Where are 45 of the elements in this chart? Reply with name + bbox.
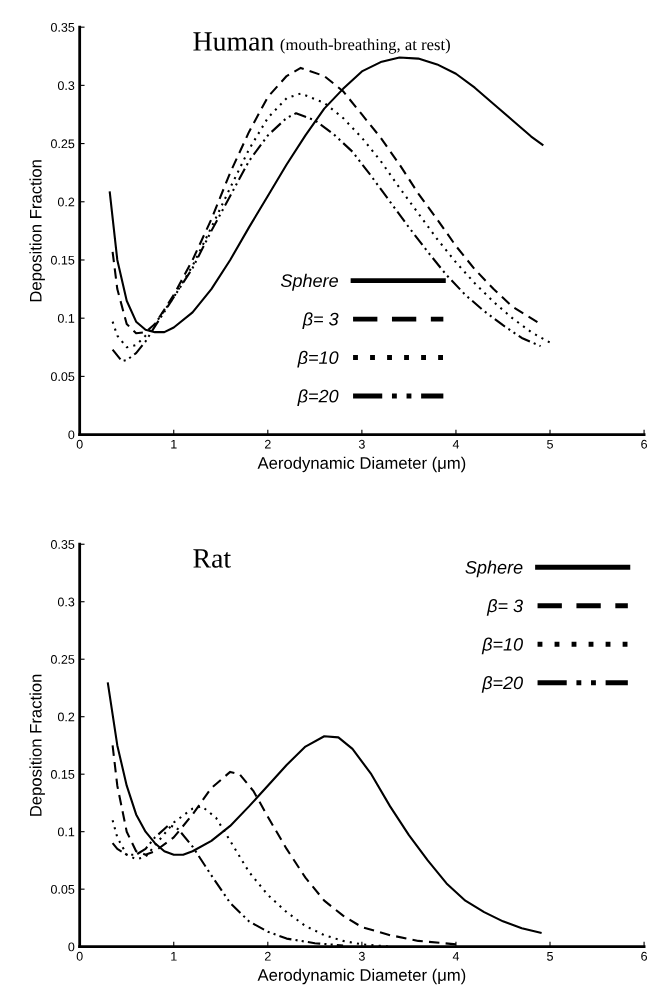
x-tick-label: 5 [547, 439, 553, 449]
y-tick-label: 0.25 [50, 655, 75, 664]
x-tick-label: 4 [452, 951, 460, 961]
y-tick-label: 0.25 [50, 139, 75, 149]
y-tick-label: 0.2 [57, 712, 75, 722]
x-tick-label: 6 [641, 951, 648, 961]
y-tick-label: 0.15 [50, 255, 75, 265]
x-tick-label: 4 [452, 439, 460, 449]
y-tick-label: 0.1 [57, 827, 75, 837]
y-tick-label: 0.35 [50, 540, 75, 549]
legend-label: Sphere [280, 273, 338, 291]
legend-label: β=10 [481, 637, 523, 655]
y-tick-label: 0.3 [57, 81, 75, 91]
text: (mouth-breathing, at rest) [280, 38, 450, 54]
chart-title: Rat [193, 549, 231, 568]
legend-label: β=20 [297, 389, 339, 407]
y-tick-label: 0.05 [50, 372, 75, 382]
legend-label: β=20 [481, 675, 523, 693]
y-axis-title: Deposition Fraction [29, 160, 45, 302]
legend-label: β= 3 [302, 312, 339, 330]
chart-title: Human [193, 32, 274, 51]
y-tick-label: 0.15 [50, 769, 75, 779]
x-tick-label: 1 [171, 439, 177, 449]
x-tick-label: 0 [76, 951, 83, 961]
x-tick-label: 3 [358, 439, 365, 449]
y-tick-label: 0 [68, 942, 75, 952]
x-axis-title: Aerodynamic Diameter (μm) [257, 456, 466, 473]
x-tick-label: 6 [641, 439, 648, 449]
y-axis-title: Deposition Fraction [29, 674, 45, 816]
x-tick-label: 5 [547, 951, 553, 961]
y-tick-label: 0 [68, 430, 75, 440]
x-tick-label: 2 [264, 951, 271, 961]
legend-label: β=10 [297, 350, 339, 368]
legend-label: β= 3 [486, 598, 523, 616]
y-tick-label: 0.2 [57, 197, 75, 207]
x-tick-label: 2 [264, 439, 271, 449]
y-tick-label: 0.05 [50, 884, 75, 894]
x-axis-title: Aerodynamic Diameter (μm) [257, 968, 466, 985]
legend-label: Sphere [465, 560, 523, 578]
x-tick-label: 0 [76, 439, 83, 449]
x-tick-label: 3 [358, 951, 365, 961]
x-tick-label: 1 [171, 951, 177, 961]
y-tick-label: 0.1 [57, 313, 75, 323]
y-tick-label: 0.35 [50, 22, 75, 32]
y-tick-label: 0.3 [57, 597, 75, 607]
